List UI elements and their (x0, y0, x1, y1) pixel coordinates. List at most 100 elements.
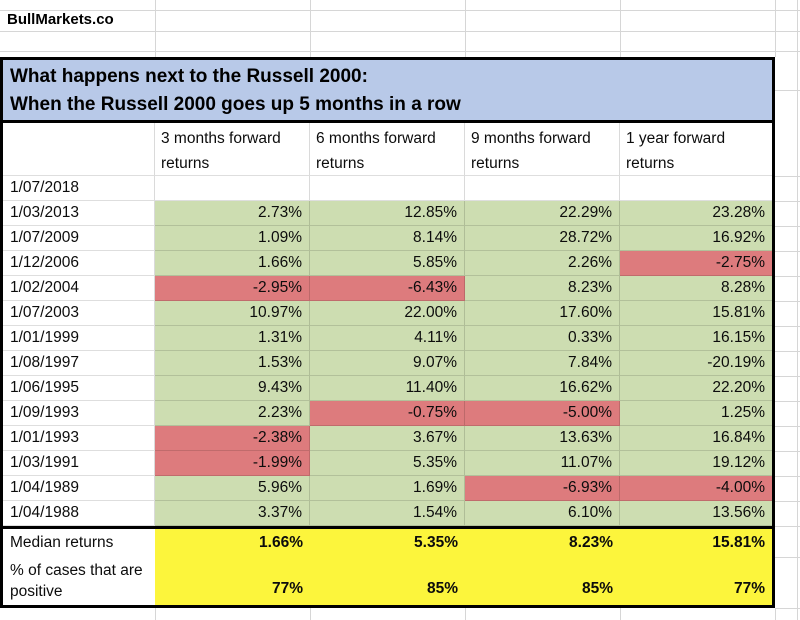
value-cell[interactable]: 28.72% (465, 226, 620, 251)
value-cell[interactable]: 22.29% (465, 201, 620, 226)
value-cell[interactable]: 0.33% (465, 326, 620, 351)
value-cell[interactable]: 6.10% (465, 501, 620, 526)
value-cell[interactable]: 1.53% (155, 351, 310, 376)
gridline (775, 608, 776, 620)
positive-value-cell[interactable]: 77% (620, 557, 772, 605)
value-cell[interactable]: -2.38% (155, 426, 310, 451)
value-cell[interactable]: 2.73% (155, 201, 310, 226)
value-cell[interactable]: 16.92% (620, 226, 772, 251)
date-cell[interactable]: 1/03/2013 (3, 201, 155, 226)
value-cell[interactable]: 11.07% (465, 451, 620, 476)
value-cell[interactable]: -5.00% (465, 401, 620, 426)
value-cell[interactable]: 13.63% (465, 426, 620, 451)
value-cell[interactable]: 11.40% (310, 376, 465, 401)
gridline (775, 326, 800, 327)
gridline (797, 0, 798, 620)
value-cell[interactable]: 9.07% (310, 351, 465, 376)
value-cell[interactable]: 16.15% (620, 326, 772, 351)
value-cell[interactable]: 13.56% (620, 501, 772, 526)
column-header[interactable]: 1 year forward returns (620, 123, 772, 176)
date-cell[interactable]: 1/01/1999 (3, 326, 155, 351)
value-cell[interactable]: 19.12% (620, 451, 772, 476)
date-cell[interactable]: 1/04/1988 (3, 501, 155, 526)
value-cell[interactable]: 23.28% (620, 201, 772, 226)
gridline (775, 226, 800, 227)
date-cell[interactable]: 1/03/1991 (3, 451, 155, 476)
value-cell[interactable]: 4.11% (310, 326, 465, 351)
value-cell[interactable]: 2.23% (155, 401, 310, 426)
brand-cell[interactable]: BullMarkets.co (7, 11, 114, 28)
value-cell[interactable]: 12.85% (310, 201, 465, 226)
value-cell[interactable] (620, 176, 772, 201)
gridline (775, 526, 800, 527)
value-cell[interactable]: 8.14% (310, 226, 465, 251)
median-value-cell[interactable]: 15.81% (620, 526, 772, 557)
value-cell[interactable]: 15.81% (620, 301, 772, 326)
value-cell[interactable]: -2.95% (155, 276, 310, 301)
value-cell[interactable]: 1.69% (310, 476, 465, 501)
value-cell[interactable]: 5.96% (155, 476, 310, 501)
value-cell[interactable]: -6.93% (465, 476, 620, 501)
value-cell[interactable]: -1.99% (155, 451, 310, 476)
date-cell[interactable]: 1/07/2018 (3, 176, 155, 201)
date-cell[interactable]: 1/09/1993 (3, 401, 155, 426)
value-cell[interactable]: 22.20% (620, 376, 772, 401)
value-cell[interactable]: 9.43% (155, 376, 310, 401)
column-header[interactable]: 3 months forward returns (155, 123, 310, 176)
value-cell[interactable]: 1.66% (155, 251, 310, 276)
value-cell[interactable]: 17.60% (465, 301, 620, 326)
gridline (310, 608, 311, 620)
value-cell[interactable]: -6.43% (310, 276, 465, 301)
date-cell[interactable]: 1/01/1993 (3, 426, 155, 451)
gridline (775, 376, 800, 377)
header-corner-cell[interactable] (3, 123, 155, 176)
value-cell[interactable] (155, 176, 310, 201)
value-cell[interactable]: 7.84% (465, 351, 620, 376)
date-cell[interactable]: 1/04/1989 (3, 476, 155, 501)
title-banner[interactable]: What happens next to the Russell 2000: W… (0, 57, 775, 120)
value-cell[interactable]: 10.97% (155, 301, 310, 326)
positive-value-cell[interactable]: 85% (465, 557, 620, 605)
value-cell[interactable]: 16.62% (465, 376, 620, 401)
value-cell[interactable]: 8.23% (465, 276, 620, 301)
value-cell[interactable]: 22.00% (310, 301, 465, 326)
gridline (620, 0, 621, 57)
value-cell[interactable]: 1.31% (155, 326, 310, 351)
value-cell[interactable]: -4.00% (620, 476, 772, 501)
value-cell[interactable] (310, 176, 465, 201)
gridline (797, 0, 798, 57)
title-line-2: When the Russell 2000 goes up 5 months i… (10, 94, 461, 115)
date-cell[interactable]: 1/02/2004 (3, 276, 155, 301)
column-header[interactable]: 9 months forward returns (465, 123, 620, 176)
value-cell[interactable]: -0.75% (310, 401, 465, 426)
date-cell[interactable]: 1/06/1995 (3, 376, 155, 401)
column-header[interactable]: 6 months forward returns (310, 123, 465, 176)
median-value-cell[interactable]: 8.23% (465, 526, 620, 557)
positive-value-cell[interactable]: 85% (310, 557, 465, 605)
date-cell[interactable]: 1/07/2009 (3, 226, 155, 251)
value-cell[interactable] (465, 176, 620, 201)
value-cell[interactable]: 16.84% (620, 426, 772, 451)
positive-label-cell[interactable]: % of cases that are positive (10, 562, 147, 600)
value-cell[interactable]: 3.67% (310, 426, 465, 451)
median-label-cell[interactable]: Median returns (3, 526, 155, 557)
date-cell[interactable]: 1/08/1997 (3, 351, 155, 376)
gridline (775, 301, 800, 302)
value-cell[interactable]: 3.37% (155, 501, 310, 526)
value-cell[interactable]: 2.26% (465, 251, 620, 276)
value-cell[interactable]: -20.19% (620, 351, 772, 376)
value-cell[interactable]: 5.85% (310, 251, 465, 276)
value-cell[interactable]: 8.28% (620, 276, 772, 301)
median-value-cell[interactable]: 1.66% (155, 526, 310, 557)
date-cell[interactable]: 1/12/2006 (3, 251, 155, 276)
value-cell[interactable]: 5.35% (310, 451, 465, 476)
gridline (155, 0, 156, 57)
positive-value-cell[interactable]: 77% (155, 557, 310, 605)
median-value-cell[interactable]: 5.35% (310, 526, 465, 557)
value-cell[interactable]: 1.09% (155, 226, 310, 251)
value-cell[interactable]: -2.75% (620, 251, 772, 276)
value-cell[interactable]: 1.25% (620, 401, 772, 426)
date-cell[interactable]: 1/07/2003 (3, 301, 155, 326)
value-cell[interactable]: 1.54% (310, 501, 465, 526)
